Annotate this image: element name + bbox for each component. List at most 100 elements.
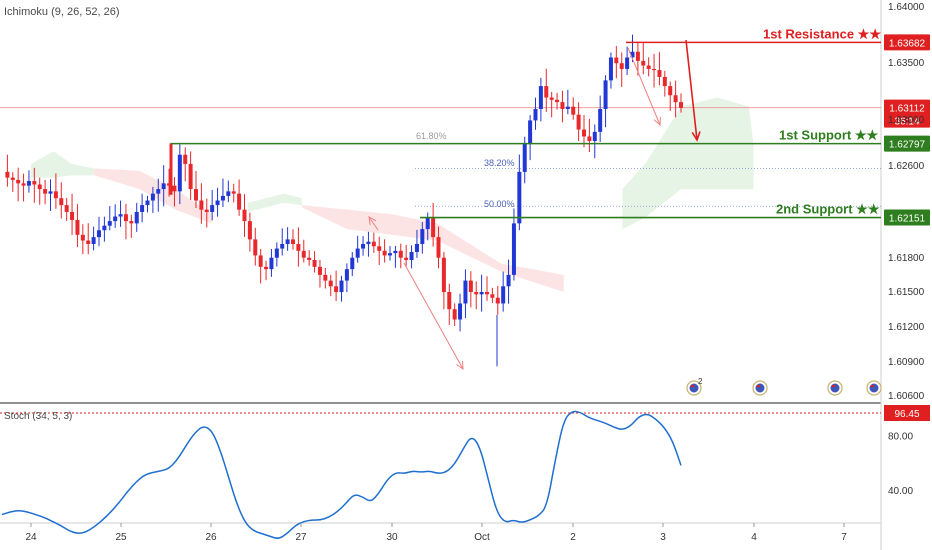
bearish-candle xyxy=(431,217,436,238)
time-tick-label: 26 xyxy=(205,532,217,543)
bearish-candle xyxy=(16,179,21,184)
bullish-candle xyxy=(26,181,31,186)
bearish-candle xyxy=(317,266,322,275)
bullish-candle xyxy=(565,106,570,109)
bearish-candle xyxy=(328,280,333,287)
event-flag-mark xyxy=(757,385,760,387)
event-flag-mark xyxy=(871,385,874,387)
bearish-candle xyxy=(571,106,576,115)
bearish-candle xyxy=(673,95,678,103)
projection-arrowhead xyxy=(653,116,661,127)
fib-label: 61.80% xyxy=(416,131,447,141)
bullish-candle xyxy=(414,243,419,252)
bullish-candle xyxy=(592,131,597,142)
bearish-candle xyxy=(70,211,75,220)
bearish-candle xyxy=(544,86,549,98)
time-tick-label: 7 xyxy=(841,532,847,543)
time-tick-label: 24 xyxy=(25,532,37,543)
bullish-candle xyxy=(409,251,414,260)
bullish-candle xyxy=(177,154,182,192)
time-tick-label: 3 xyxy=(660,532,666,543)
bearish-candle xyxy=(123,214,128,222)
level-price-tag xyxy=(884,34,930,51)
level-price-value: 1.63682 xyxy=(889,38,926,49)
bullish-candle xyxy=(463,280,468,304)
bearish-candle xyxy=(172,185,177,192)
bearish-candle xyxy=(619,63,624,69)
bearish-candle xyxy=(635,51,640,61)
ichimoku-cloud-green xyxy=(622,97,754,230)
event-count: 2 xyxy=(698,377,703,386)
bearish-candle xyxy=(468,280,473,293)
bearish-candle xyxy=(80,234,85,241)
bullish-candle xyxy=(479,292,484,295)
stoch-tick-label: 80.00 xyxy=(888,431,913,442)
bearish-candle xyxy=(21,183,26,186)
event-flag-inner xyxy=(830,383,840,393)
bearish-candle xyxy=(301,250,306,258)
bullish-candle xyxy=(339,280,344,293)
bearish-candle xyxy=(668,86,673,96)
bearish-candle xyxy=(587,136,592,142)
bearish-candle xyxy=(10,177,15,180)
projection-arrow xyxy=(627,47,661,126)
price-tick-label: 1.61500 xyxy=(888,287,925,298)
bullish-candle xyxy=(458,303,463,320)
bullish-candle xyxy=(226,191,231,196)
price-tick-label: 1.63000 xyxy=(888,115,925,126)
bullish-candle xyxy=(506,274,511,287)
level-price-tag xyxy=(884,209,930,226)
projection-arrowhead xyxy=(691,131,701,142)
bullish-candle xyxy=(140,205,145,212)
bearish-candle xyxy=(264,266,269,270)
ichimoku-cloud-green xyxy=(31,151,95,178)
bearish-candle xyxy=(59,198,64,206)
bullish-candle xyxy=(145,200,150,206)
bullish-candle xyxy=(107,221,112,226)
ichimoku-indicator-label[interactable]: Ichimoku (9, 26, 52, 26) xyxy=(4,6,120,18)
level-label: 2nd Support ★★ xyxy=(776,202,880,217)
price-tick-label: 1.60600 xyxy=(888,391,925,402)
bullish-candle xyxy=(420,229,425,244)
stochastic-indicator-label[interactable]: Stoch (34, 5, 3) xyxy=(4,411,73,422)
bearish-candle xyxy=(253,239,258,256)
bearish-candle xyxy=(334,286,339,293)
bullish-candle xyxy=(215,200,220,206)
bullish-candle xyxy=(210,205,215,212)
level-price-value: 1.62797 xyxy=(889,140,926,151)
projection-arrowhead xyxy=(456,360,464,371)
bearish-candle xyxy=(291,239,295,244)
bearish-candle xyxy=(398,250,403,258)
bearish-candle xyxy=(5,171,10,178)
time-tick-label: Oct xyxy=(474,532,490,543)
bullish-candle xyxy=(630,51,635,58)
bullish-candle xyxy=(280,243,285,249)
bearish-candle xyxy=(43,189,48,194)
bearish-candle xyxy=(183,154,188,164)
bearish-candle xyxy=(652,68,657,71)
price-tick-label: 1.64000 xyxy=(888,2,925,13)
bearish-candle xyxy=(447,292,452,310)
bearish-candle xyxy=(576,114,581,130)
bullish-candle xyxy=(285,239,290,244)
event-flag-inner xyxy=(869,383,879,393)
bullish-candle xyxy=(269,257,274,270)
bearish-candle xyxy=(436,237,441,258)
stochastic-line xyxy=(1,410,682,539)
fib-label: 38.20% xyxy=(484,158,515,168)
level-price-value: 1.62151 xyxy=(889,214,926,225)
level-label: 1st Resistance ★★ xyxy=(763,26,881,41)
bullish-candle xyxy=(344,269,349,281)
bearish-candle xyxy=(53,191,58,199)
bullish-candle xyxy=(511,223,516,275)
bearish-candle xyxy=(237,193,242,210)
stoch-value-label: 96.45 xyxy=(894,409,919,420)
bullish-candle xyxy=(220,195,225,201)
bearish-candle xyxy=(371,241,376,247)
bearish-candle xyxy=(32,181,37,185)
time-tick-label: 30 xyxy=(386,532,398,543)
projection-arrow xyxy=(685,39,698,141)
bullish-candle xyxy=(118,214,123,217)
bullish-candle xyxy=(355,248,360,258)
